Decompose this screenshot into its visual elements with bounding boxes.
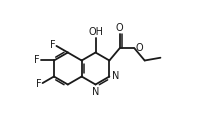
Text: OH: OH <box>88 27 103 37</box>
Text: N: N <box>112 71 119 81</box>
Text: N: N <box>92 87 99 97</box>
Text: F: F <box>50 40 56 50</box>
Text: F: F <box>34 55 40 65</box>
Text: F: F <box>36 79 42 89</box>
Text: O: O <box>116 22 124 32</box>
Text: O: O <box>135 43 143 53</box>
